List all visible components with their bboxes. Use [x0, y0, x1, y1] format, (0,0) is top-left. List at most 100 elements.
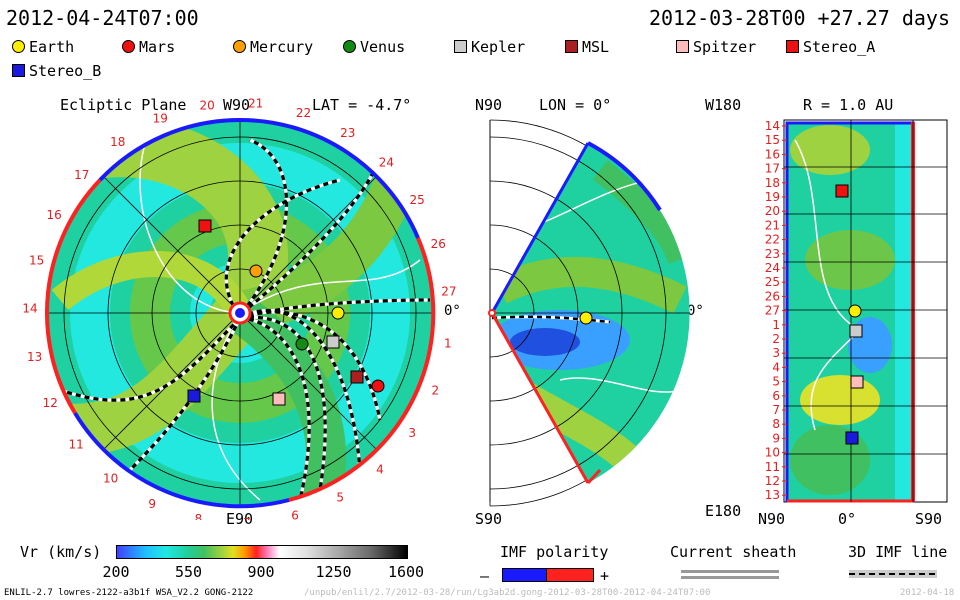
- ecliptic-tick-label: 22: [296, 106, 311, 120]
- latlon-row-label: 5: [772, 375, 780, 389]
- imf-minus: –: [480, 567, 490, 585]
- latlon-row-label: 18: [765, 176, 780, 190]
- ecliptic-tick-label: 8: [195, 512, 203, 520]
- ecliptic-tick-label: 2: [431, 383, 439, 397]
- kepler-marker: [326, 335, 340, 349]
- latlon-r-label: R = 1.0 AU: [803, 96, 894, 114]
- ecliptic-title: Ecliptic Plane: [60, 96, 187, 114]
- legend-label: Kepler: [471, 38, 526, 56]
- legend-item-stereo-b: Stereo_B: [12, 62, 101, 80]
- latlon-x-right: S90: [915, 510, 943, 528]
- ecliptic-top-label: W90: [223, 96, 251, 114]
- ecliptic-tick-label: 3: [408, 426, 416, 440]
- ecliptic-tick-label: 27: [441, 284, 456, 298]
- latlon-row-label: 11: [765, 460, 780, 474]
- sheath-line-2: [681, 576, 779, 579]
- ecliptic-tick-label: 20: [199, 99, 214, 113]
- legend-label: MSL: [582, 38, 610, 56]
- latlon-row-label: 3: [772, 346, 780, 360]
- footer-model: ENLIL-2.7 lowres-2122-a3b1f WSA_V2.2 GON…: [4, 588, 254, 598]
- latlon-row-label: 19: [765, 190, 780, 204]
- header-left-time: 2012-04-24T07:00: [6, 6, 199, 30]
- latlon-row-label: 14: [765, 119, 780, 133]
- earth-marker: [331, 306, 345, 320]
- latlon-row-label: 6: [772, 389, 780, 403]
- latlon-top-label: W180: [705, 96, 742, 114]
- latlon-row-label: 1: [772, 318, 780, 332]
- legend-item-mars: Mars: [122, 38, 175, 56]
- legend-marker-icon: [786, 40, 799, 53]
- colorbar-tick-label: 1250: [315, 563, 352, 581]
- ecliptic-tick-label: 11: [68, 437, 83, 451]
- latlon-row-label: 24: [765, 261, 780, 275]
- mercury-marker: [249, 264, 263, 278]
- latlon-row-label: 16: [765, 147, 780, 161]
- legend-label: Venus: [360, 38, 406, 56]
- ecliptic-tick-label: 12: [43, 396, 58, 410]
- latlon-row-label: 7: [772, 403, 780, 417]
- meridional-zero-label: 0°: [687, 303, 704, 319]
- spitzer-marker: [272, 392, 286, 406]
- latlon-row-label: 25: [765, 275, 780, 289]
- legend-label: Stereo_B: [29, 62, 102, 80]
- colorbar-tick-label: 550: [174, 563, 203, 581]
- latlon-row-label: 2: [772, 332, 780, 346]
- legend-marker-icon: [122, 40, 135, 53]
- mars-marker: [371, 379, 385, 393]
- legend-item-earth: Earth: [12, 38, 74, 56]
- legend-marker-icon: [454, 40, 467, 53]
- legend-label: Spitzer: [693, 38, 757, 56]
- stereo-a-marker: [198, 219, 212, 233]
- latlon-row-label: 12: [765, 474, 780, 488]
- latlon-row-label: 4: [772, 360, 780, 374]
- legend-label: Mars: [139, 38, 176, 56]
- latlon-row-label: 17: [765, 162, 780, 176]
- latlon-x-left: N90: [758, 510, 786, 528]
- legend-item-mercury: Mercury: [233, 38, 313, 56]
- ecliptic-tick-label: 13: [27, 350, 42, 364]
- ecliptic-tick-label: 17: [74, 168, 89, 182]
- ecliptic-tick-label: 9: [148, 497, 156, 511]
- latlon-x-mid: 0°: [838, 510, 857, 528]
- ecliptic-tick-label: 23: [340, 126, 355, 140]
- latlon-row-label: 20: [765, 204, 780, 218]
- venus-marker: [295, 337, 309, 351]
- legend-marker-icon: [676, 40, 689, 53]
- legend-item-stereo-a: Stereo_A: [786, 38, 875, 56]
- ecliptic-tick-label: 18: [110, 135, 125, 149]
- ecliptic-tick-label: 26: [431, 237, 446, 251]
- legend-marker-icon: [233, 40, 246, 53]
- colorbar-label: Vr (km/s): [20, 543, 102, 561]
- ecliptic-tick-label: 15: [29, 253, 44, 267]
- latlon-row-label: 15: [765, 133, 780, 147]
- colorbar-tick-label: 200: [102, 563, 130, 581]
- latlon-row-label: 26: [765, 289, 780, 303]
- ecliptic-tick-label: 21: [248, 97, 263, 111]
- msl-marker: [350, 370, 364, 384]
- ecliptic-tick-label: 10: [103, 472, 118, 486]
- ecliptic-plot: 1234567891011121314151617181920212223242…: [22, 97, 456, 520]
- colorbar-tick-label: 1600: [387, 563, 425, 581]
- ecliptic-tick-label: 5: [336, 491, 344, 505]
- legend-marker-icon: [565, 40, 578, 53]
- latlon-row-label: 27: [765, 304, 780, 318]
- header-right-time: 2012-03-28T00 +27.27 days: [648, 6, 950, 30]
- legend-marker-icon: [12, 64, 25, 77]
- latlon-row-label: 23: [765, 247, 780, 261]
- legend-label: Mercury: [250, 38, 314, 56]
- legend-marker-icon: [12, 40, 25, 53]
- imf-positive-swatch: [546, 568, 594, 582]
- imf3d-label: 3D IMF line: [848, 543, 948, 561]
- ecliptic-tick-label: 25: [409, 193, 424, 207]
- latlon-row-label: 9: [772, 431, 780, 445]
- legend-item-kepler: Kepler: [454, 38, 525, 56]
- ecliptic-tick-label: 6: [291, 509, 299, 520]
- ecliptic-tick-label: 1: [444, 336, 452, 350]
- latlon-row-label: 22: [765, 233, 780, 247]
- latlon-bottom-label: E180: [705, 502, 742, 520]
- ecliptic-lat-label: LAT = -4.7°: [312, 96, 412, 114]
- footer-path: /unpub/enlil/2.7/2012-03-28/run/Lg3ab2d.…: [304, 588, 711, 598]
- latlon-row-label: 8: [772, 417, 780, 431]
- meridional-plot: [488, 119, 690, 507]
- latlon-row-label: 10: [765, 446, 780, 460]
